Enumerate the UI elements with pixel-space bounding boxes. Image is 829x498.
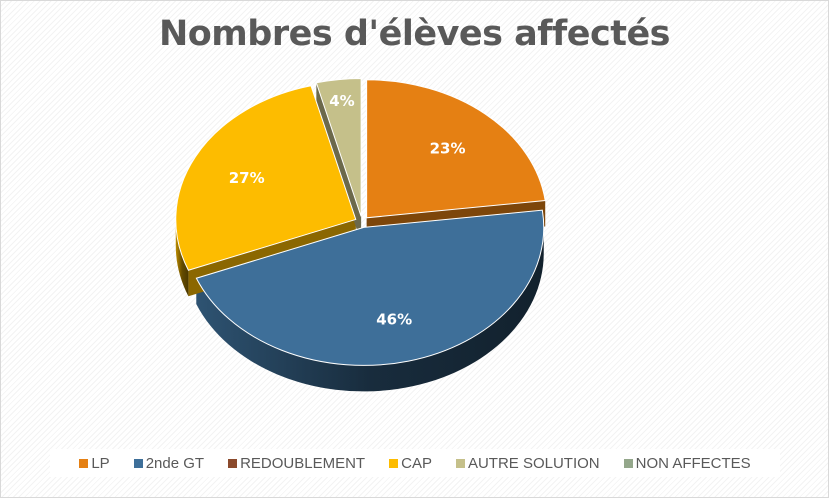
legend: LP 2nde GT REDOUBLEMENT CAP AUTRE SOLUTION NO…: [50, 449, 780, 477]
legend-label: NON AFFECTES: [635, 454, 751, 472]
legend-item-autre-solution: AUTRE SOLUTION: [455, 454, 600, 472]
legend-swatch: [79, 458, 89, 468]
chart-title: Nombres d'élèves affectés: [158, 14, 671, 54]
slice-side-cap: [175, 219, 189, 297]
legend-swatch: [623, 458, 633, 468]
slice-side-2nde-gt: [196, 227, 544, 392]
legend-label: REDOUBLEMENT: [240, 454, 366, 472]
legend-swatch: [455, 458, 465, 468]
data-label-cap: 27%: [229, 169, 265, 187]
legend-swatch: [133, 458, 143, 468]
slice-2nde-gt: [195, 209, 545, 366]
slice-lp: [366, 79, 546, 219]
slice-tops: [175, 77, 546, 366]
data-label-lp: 23%: [430, 139, 466, 157]
legend-label: CAP: [401, 454, 432, 472]
legend-swatch: [389, 458, 399, 468]
legend-item-redoublement: REDOUBLEMENT: [228, 455, 365, 472]
slice-cap: [175, 85, 357, 271]
legend-item-lp: LP: [79, 454, 110, 472]
legend-item-non-affectes: NON AFFECTES: [623, 454, 751, 472]
legend-label: 2nde GT: [145, 454, 205, 472]
legend-item-cap: CAP: [389, 455, 432, 472]
legend-label: AUTRE SOLUTION: [467, 454, 600, 472]
legend-label: LP: [91, 454, 110, 472]
data-label-2nde-gt: 46%: [376, 310, 412, 328]
data-label-autre-solution: 4%: [329, 92, 354, 110]
slice-autre-solution: [315, 77, 362, 217]
data-labels: 23% 46% 27% 4%: [229, 92, 466, 328]
legend-item-2nde-gt: 2nde GT: [133, 454, 205, 472]
legend-swatch: [228, 458, 238, 468]
